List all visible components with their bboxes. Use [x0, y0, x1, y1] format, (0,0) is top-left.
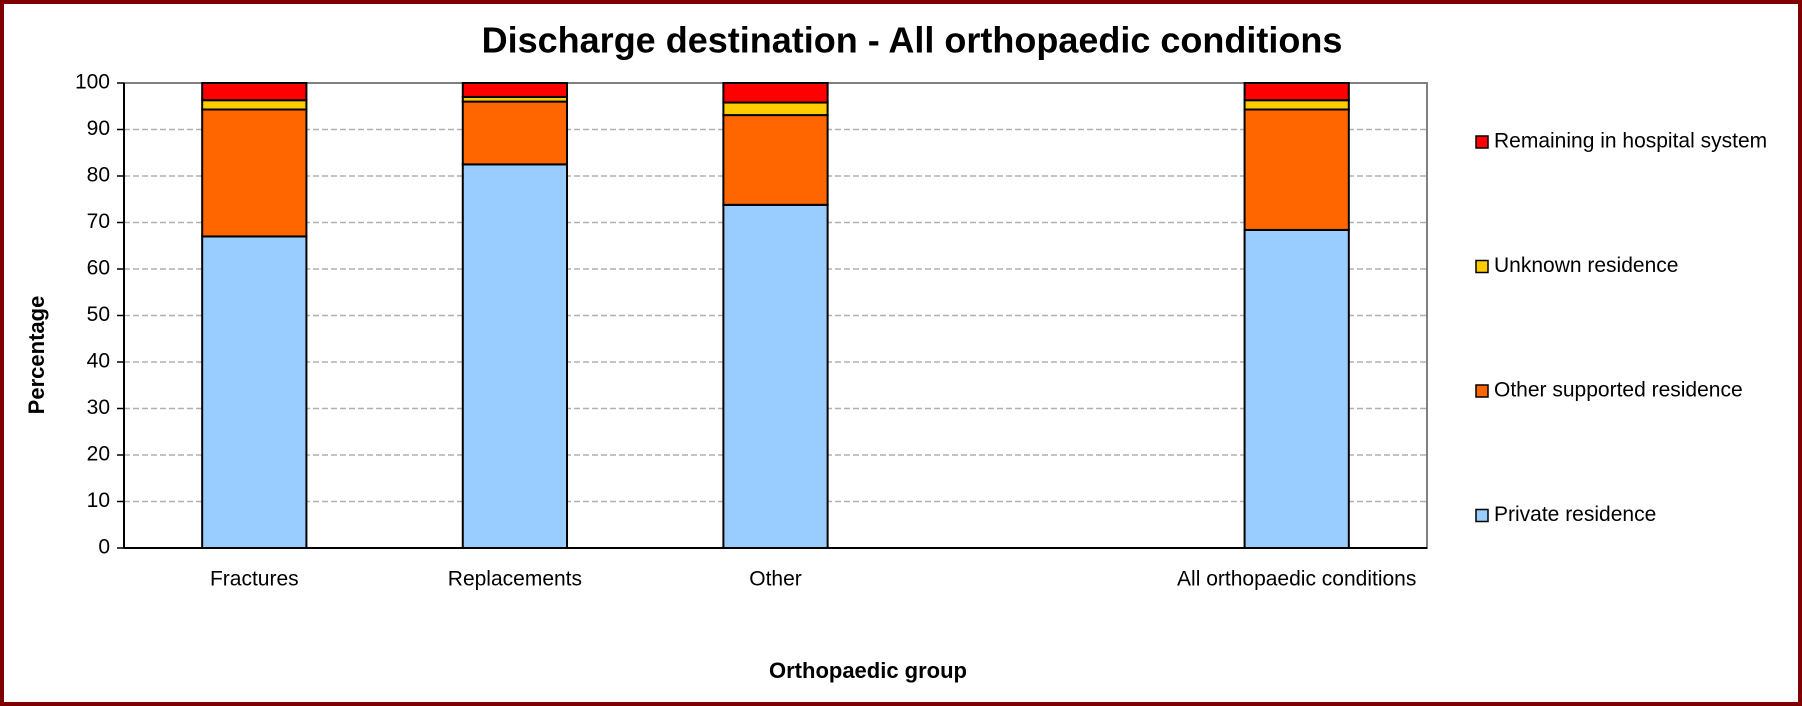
bar-segment: [201, 99, 308, 111]
x-tick-label: Fractures: [210, 568, 299, 591]
y-tick-label: 90: [87, 117, 110, 140]
chart-title: Discharge destination - All orthopaedic …: [482, 20, 1343, 61]
bar-segment: [722, 114, 829, 206]
bar-segment: [722, 82, 829, 104]
bar-segment: [461, 82, 569, 98]
bar-segment: [461, 163, 569, 549]
y-tick-label: 30: [87, 396, 110, 419]
x-axis-label: Orthopaedic group: [769, 658, 967, 683]
y-axis-label: Percentage: [24, 296, 49, 415]
bar-segment: [1243, 108, 1350, 231]
bar-segment: [722, 203, 829, 550]
y-tick-label: 50: [87, 303, 110, 326]
y-tick-label: 10: [87, 489, 110, 512]
legend-swatch: [1475, 508, 1489, 523]
legend-swatch: [1475, 384, 1489, 398]
x-tick-label: Other: [749, 568, 802, 591]
bar-segment: [1243, 99, 1350, 111]
bar-segment: [201, 82, 308, 102]
legend-swatch: [1475, 135, 1489, 149]
bar-segment: [461, 100, 569, 166]
y-tick-label: 100: [75, 71, 110, 94]
y-tick-label: 40: [87, 350, 110, 373]
legend-swatch: [1475, 259, 1489, 274]
y-tick-label: 0: [98, 536, 110, 559]
legend-label: Unknown residence: [1494, 254, 1678, 277]
y-tick-label: 80: [87, 164, 110, 187]
bar-segment: [201, 108, 308, 238]
x-tick-label: All orthopaedic conditions: [1177, 568, 1416, 591]
y-tick-label: 60: [87, 257, 110, 280]
legend-label: Remaining in hospital system: [1494, 130, 1767, 153]
y-tick-label: 70: [87, 210, 110, 233]
bar-segment: [722, 101, 829, 117]
bar-segment: [1243, 228, 1350, 549]
y-tick-label: 20: [87, 443, 110, 466]
bar-segment: [201, 235, 308, 549]
legend-label: Other supported residence: [1494, 379, 1743, 402]
legend-label: Private residence: [1494, 503, 1656, 526]
x-tick-label: Replacements: [448, 568, 582, 591]
bar-segment: [1243, 82, 1350, 102]
